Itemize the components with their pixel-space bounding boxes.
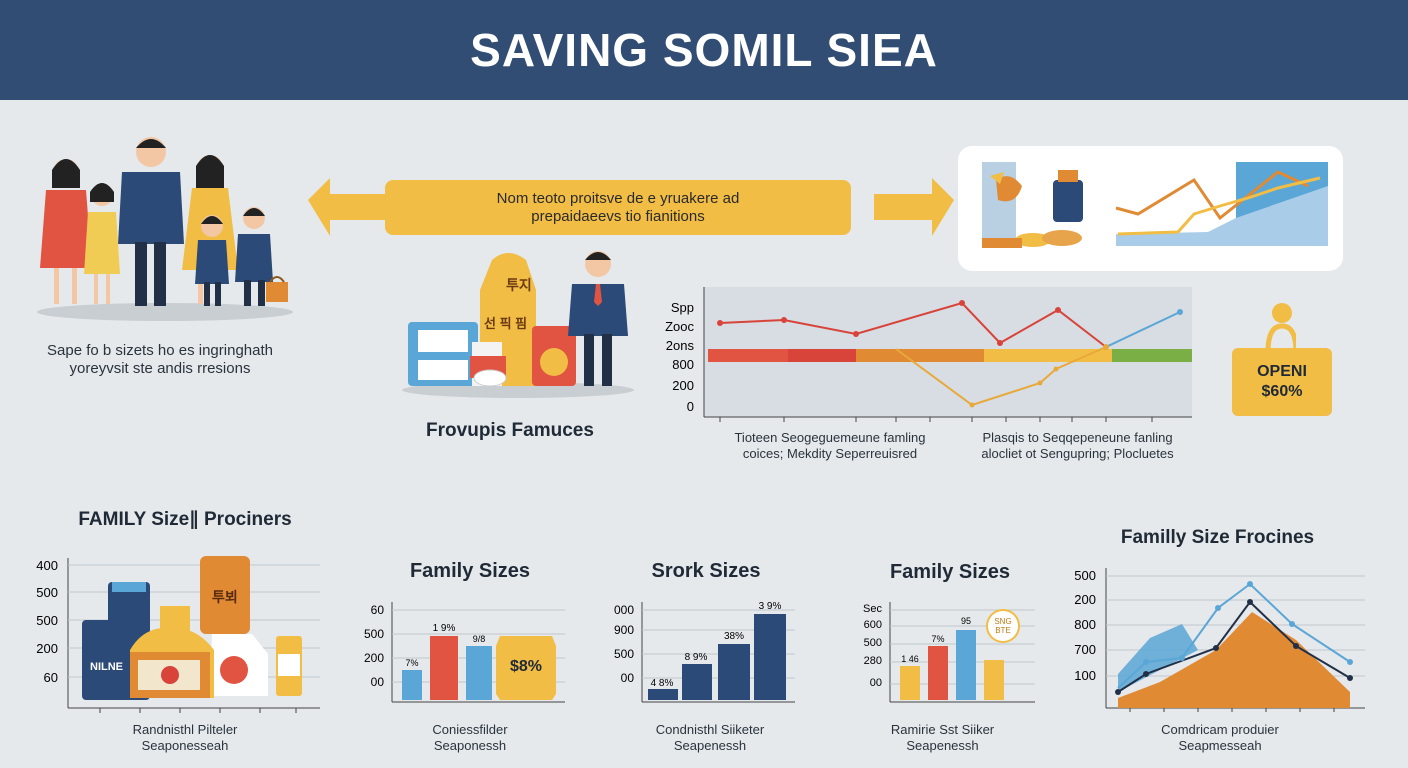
c3-bar (754, 614, 786, 700)
c4-label: 7% (931, 634, 944, 644)
c4-bar (956, 630, 976, 700)
products-illustration: 투지 선 픽 핌 (402, 251, 634, 398)
c2-bag-label: $8% (510, 658, 542, 675)
chart5: 500 200 800 700 100 (1074, 568, 1365, 712)
line-caption-left-2: coices; Mekdity Seperreuisred (742, 446, 918, 461)
c1-caption1: Randnisthl Pilteler (132, 722, 238, 737)
line-y-tick: 2ons (666, 338, 695, 353)
c3-y-tick: 00 (621, 671, 635, 685)
badge-handle-icon (1265, 303, 1296, 352)
c2-bar (466, 646, 492, 700)
chart1-title: FAMILY Size∥ Prociners (78, 509, 292, 530)
c1-can-label: NILNE (90, 661, 123, 673)
line-caption-right-1: Plasqis to Seqqepeneune fanling (982, 430, 1173, 445)
chart2-title: Family Sizes (409, 560, 531, 582)
c2-y-tick: 60 (371, 603, 385, 617)
chart2: 60 500 200 00 $8% 7% 1 9% 9/8 (364, 602, 565, 703)
c4-label: 95 (961, 616, 971, 626)
family-caption-line1: Sape fo b sizets ho es ingringhath (47, 342, 273, 359)
c4-label: 1 46 (901, 654, 919, 664)
c2-caption2: Seaponessh (433, 738, 507, 753)
chart4: Sec 600 500 280 00 SNG BTE 1 46 7% 95 (863, 602, 1035, 703)
line-y-tick: 800 (672, 357, 694, 372)
c4-caption2: Seapenessh (906, 738, 979, 753)
c2-caption1: Coniessfilder (432, 722, 508, 737)
c3-bar (648, 689, 678, 700)
savings-badge: OPENI $60% (1232, 348, 1332, 416)
c2-label: 1 9% (433, 623, 456, 634)
c5-y-tick: 500 (1074, 568, 1096, 583)
family-caption-line2: yoreyvsit ste andis rresions (69, 360, 251, 377)
c2-bar (430, 636, 458, 700)
c1-y-tick: 500 (36, 585, 58, 600)
c5-y-tick: 800 (1074, 617, 1096, 632)
chart3-title: Srork Sizes (651, 560, 761, 582)
double-arrow (308, 178, 954, 236)
badge-line2: $60% (1261, 383, 1303, 400)
c4-y-tick: 600 (864, 619, 882, 631)
c4-bubble-label1: SNG (994, 617, 1011, 626)
line-caption-right-2: alocliet ot Sengupring; Plocluetes (981, 446, 1174, 461)
c5-y-tick: 200 (1074, 592, 1096, 607)
c5-caption1: Comdricam produier (1161, 722, 1279, 737)
c4-caption1: Ramirie Sst Siiker (890, 722, 995, 737)
c3-caption2: Seapenessh (673, 738, 747, 753)
c5-y-tick: 100 (1074, 668, 1096, 683)
c3-label: 38% (724, 631, 744, 642)
chart1: 400 500 500 200 60 NILNE 투뵈 (36, 556, 320, 713)
page-title: SAVING SOMIL SIEA (470, 24, 938, 76)
c3-y-tick: 000 (614, 603, 634, 617)
c1-jar-label: 투뵈 (212, 589, 238, 605)
badge-line1: OPENI (1257, 363, 1307, 380)
c5-y-tick: 700 (1074, 642, 1096, 657)
c1-y-tick: 500 (36, 613, 58, 628)
c4-y-tick: 00 (870, 677, 882, 689)
header-bar: SAVING SOMIL SIEA (0, 0, 1408, 100)
c4-bar (928, 646, 948, 700)
c1-caption2: Seaponesseah (141, 738, 229, 753)
bag-mid-label: 선 픽 핌 (484, 316, 527, 331)
c4-y-tick: 500 (864, 637, 882, 649)
grocery-trend-illustration (982, 162, 1328, 248)
c3-y-tick: 500 (614, 647, 634, 661)
c2-label: 7% (405, 658, 418, 668)
c2-y-tick: 00 (371, 675, 385, 689)
c4-bar (900, 666, 920, 700)
c3-bar (718, 644, 750, 700)
c2-y-tick: 500 (364, 627, 384, 641)
c3-caption1: Condnisthl Siiketer (655, 722, 765, 737)
c3-label: 8 9% (685, 652, 708, 663)
line-y-tick: Zooc (665, 319, 694, 334)
c1-y-tick: 400 (36, 558, 58, 573)
family-illustration (37, 137, 293, 321)
bag-tall-label: 투지 (506, 277, 532, 293)
c4-bar (984, 660, 1004, 700)
c3-label: 4 8% (651, 678, 674, 689)
c2-y-tick: 200 (364, 651, 384, 665)
arrow-text-line1: Nom teoto proitsve de e yruakere ad (496, 189, 740, 207)
c1-y-tick: 200 (36, 641, 58, 656)
middle-line-chart: Spp Zooc 2ons 800 200 0 (665, 287, 1192, 422)
line-y-tick: Spp (671, 300, 694, 315)
products-title: Frovupis Famuces (426, 420, 594, 441)
c2-bar (402, 670, 422, 700)
chart4-title: Family Sizes (889, 561, 1011, 583)
grocery-trend-panel (958, 146, 1343, 271)
c1-y-tick: 60 (44, 670, 58, 685)
c3-y-tick: 900 (614, 623, 634, 637)
chart3: 000 900 500 00 4 8% 8 9% 38% 3 9% (614, 601, 795, 703)
c4-bubble-label2: BTE (995, 626, 1011, 635)
c4-y-tick: 280 (864, 655, 882, 667)
c4-y-tick: Sec (863, 603, 882, 615)
arrow-label: Nom teoto proitsve de e yruakere ad prep… (385, 180, 851, 235)
arrow-text-line2: prepaidaeevs tio fianitions (531, 207, 705, 225)
c3-bar (682, 664, 712, 700)
c3-label: 3 9% (759, 601, 782, 612)
line-caption-left-1: Tioteen Seogeguemeune famling (734, 430, 926, 445)
line-y-tick: 200 (672, 378, 694, 393)
line-y-tick: 0 (687, 399, 694, 414)
c2-label: 9/8 (473, 634, 486, 644)
c5-caption2: Seapmesseah (1178, 738, 1262, 753)
chart5-title: Familly Size Frocines (1120, 527, 1315, 548)
